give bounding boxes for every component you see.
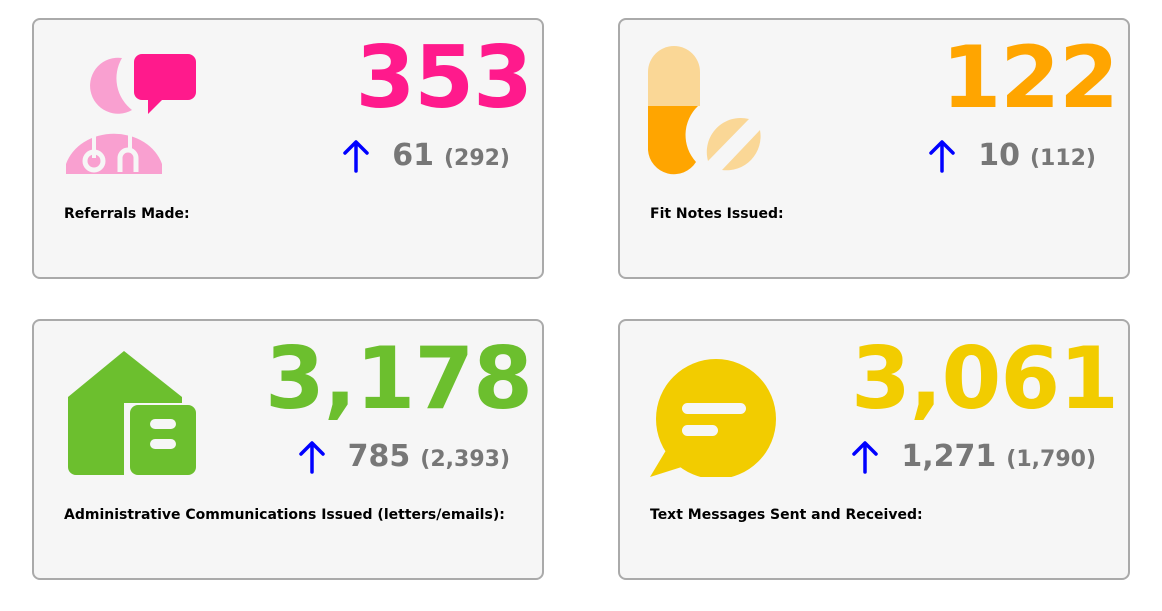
- text-messages-card: 3,061 1,271 (1,790) Text Messages Sent a…: [618, 319, 1130, 580]
- admin-communications-card: 3,178 785 (2,393) Administrative Communi…: [32, 319, 544, 580]
- arrow-up-icon: [298, 440, 325, 474]
- metric-label: Administrative Communications Issued (le…: [64, 507, 505, 523]
- doctor-chat-icon: [66, 54, 196, 174]
- previous-value: (292): [443, 146, 510, 171]
- metric-change: 785 (2,393): [298, 439, 510, 474]
- metric-value: 122: [941, 28, 1119, 128]
- delta-value: 1,271: [901, 439, 997, 474]
- arrow-up-icon: [929, 139, 955, 173]
- fit-notes-card: 122 10 (112) Fit Notes Issued:: [618, 18, 1130, 279]
- pills-icon: [648, 46, 761, 175]
- previous-value: (2,393): [420, 447, 510, 472]
- metric-change: 1,271 (1,790): [851, 439, 1096, 474]
- house-letter-icon: [68, 351, 196, 475]
- metric-label: Text Messages Sent and Received:: [650, 507, 923, 523]
- metric-value: 353: [355, 28, 533, 128]
- previous-value: (1,790): [1006, 447, 1096, 472]
- metric-change: 61 (292): [342, 138, 510, 173]
- delta-value: 10: [978, 138, 1020, 173]
- delta-value: 785: [347, 439, 411, 474]
- metric-change: 10 (112): [928, 138, 1096, 173]
- arrow-up-icon: [343, 139, 369, 173]
- chat-bubble-icon: [650, 359, 776, 477]
- metric-label: Fit Notes Issued:: [650, 206, 784, 222]
- arrow-up-icon: [852, 440, 879, 474]
- delta-value: 61: [392, 138, 434, 173]
- metric-value: 3,178: [264, 329, 533, 429]
- metric-label: Referrals Made:: [64, 206, 190, 222]
- referrals-card: 353 61 (292) Referrals Made:: [32, 18, 544, 279]
- metric-value: 3,061: [850, 329, 1119, 429]
- previous-value: (112): [1029, 146, 1096, 171]
